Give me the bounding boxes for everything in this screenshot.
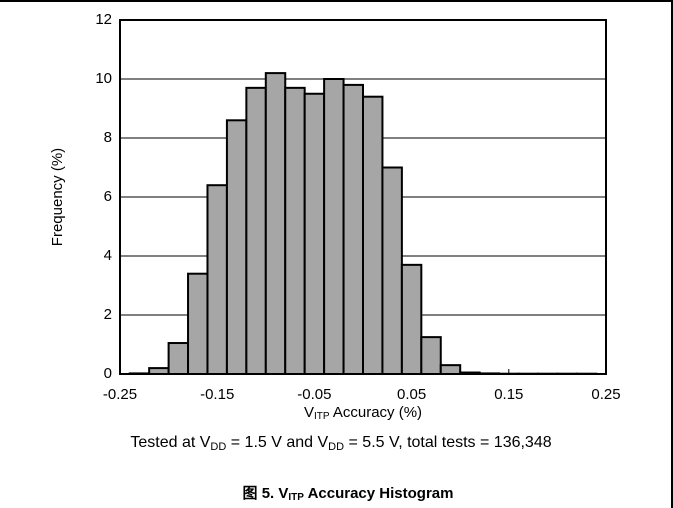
bar — [420, 336, 442, 375]
note: Tested at VDD = 1.5 V and VDD = 5.5 V, t… — [130, 434, 551, 453]
x-tick-label: 0.05 — [397, 386, 426, 403]
caption-part: Accuracy Histogram — [304, 485, 454, 502]
y-tick-label: 2 — [104, 306, 112, 323]
y-axis-label: Frequency (%) — [49, 148, 66, 246]
x-label-part: Accuracy (%) — [330, 404, 423, 421]
x-tick-label: -0.05 — [297, 386, 331, 403]
x-tick-label: -0.25 — [103, 386, 137, 403]
note-sub: DD — [210, 441, 226, 453]
y-tick-label: 8 — [104, 129, 112, 146]
bar — [439, 364, 462, 375]
bar — [362, 95, 384, 375]
plot-frame — [119, 19, 607, 375]
bar — [303, 92, 326, 375]
x-label-part: V — [304, 404, 314, 421]
x-tick-label: 0.15 — [494, 386, 523, 403]
note-part: = 5.5 V, total tests = 136,348 — [344, 434, 552, 451]
bar — [167, 342, 190, 375]
figure-caption: 图 5. VITP Accuracy Histogram — [243, 485, 454, 503]
bar — [225, 119, 248, 375]
note-part: Tested at V — [130, 434, 210, 451]
bar — [206, 184, 228, 375]
bar — [323, 78, 345, 375]
note-sub: DD — [328, 441, 344, 453]
x-label-sub: ITP — [314, 411, 330, 422]
y-tick-label: 6 — [104, 188, 112, 205]
note-part: = 1.5 V and V — [226, 434, 328, 451]
bar — [342, 83, 364, 376]
bar — [187, 272, 209, 376]
caption-part: 图 5. V — [243, 485, 289, 502]
x-tick-label: -0.15 — [200, 386, 234, 403]
x-axis-label: VITP Accuracy (%) — [304, 404, 422, 422]
bar — [284, 86, 306, 375]
y-tick-label: 10 — [95, 70, 112, 87]
bar — [245, 86, 267, 375]
x-tick-label: 0.25 — [591, 386, 620, 403]
y-tick-label: 4 — [104, 247, 112, 264]
y-tick-label: 0 — [104, 365, 112, 382]
caption-sub: ITP — [288, 492, 304, 503]
bar — [400, 263, 423, 376]
bar — [264, 72, 287, 375]
y-tick-label: 12 — [95, 11, 112, 28]
bar — [381, 166, 403, 375]
